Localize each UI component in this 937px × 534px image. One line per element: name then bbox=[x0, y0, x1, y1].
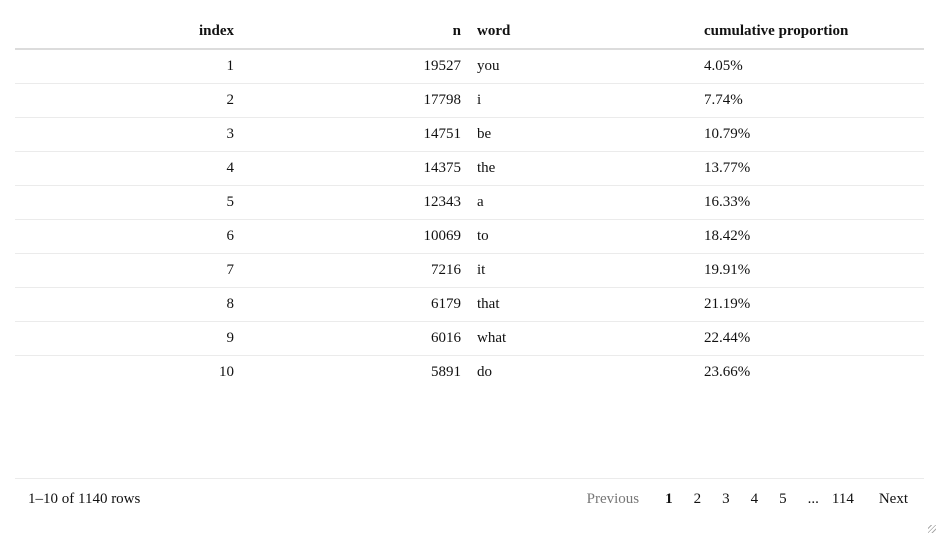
cell-n: 6179 bbox=[242, 287, 461, 322]
cell-n: 7216 bbox=[242, 253, 461, 288]
table-row: 1 19527 you 4.05% bbox=[15, 49, 924, 84]
cell-word: a bbox=[477, 185, 704, 220]
column-header-n[interactable]: n bbox=[242, 14, 461, 50]
cell-index: 9 bbox=[15, 321, 234, 356]
pagination: Previous 1 2 3 4 5 ... 114 Next bbox=[587, 491, 908, 508]
cell-n: 14375 bbox=[242, 151, 461, 186]
cell-cumulative-proportion: 7.74% bbox=[704, 83, 924, 118]
table-row: 2 17798 i 7.74% bbox=[15, 83, 924, 118]
data-table-container: index n word cumulative proportion 1 1952… bbox=[15, 14, 924, 389]
cell-index: 8 bbox=[15, 287, 234, 322]
cell-n: 19527 bbox=[242, 49, 461, 84]
table-row: 8 6179 that 21.19% bbox=[15, 287, 924, 322]
cell-word: you bbox=[477, 49, 704, 84]
cell-word: be bbox=[477, 117, 704, 152]
cell-word: to bbox=[477, 219, 704, 254]
cell-index: 4 bbox=[15, 151, 234, 186]
column-header-cumulative-proportion[interactable]: cumulative proportion bbox=[704, 14, 924, 50]
cell-index: 1 bbox=[15, 49, 234, 84]
table-row: 10 5891 do 23.66% bbox=[15, 356, 924, 390]
page-4-button[interactable]: 4 bbox=[750, 491, 759, 507]
table-row: 6 10069 to 18.42% bbox=[15, 219, 924, 254]
cell-cumulative-proportion: 18.42% bbox=[704, 219, 924, 254]
previous-page-button[interactable]: Previous bbox=[586, 491, 640, 507]
table-header-row: index n word cumulative proportion bbox=[15, 14, 924, 50]
cell-n: 6016 bbox=[242, 321, 461, 356]
cell-n: 17798 bbox=[242, 83, 461, 118]
cell-word: what bbox=[477, 321, 704, 356]
last-page-button[interactable]: 114 bbox=[831, 491, 854, 507]
table-row: 9 6016 what 22.44% bbox=[15, 321, 924, 356]
table-row: 5 12343 a 16.33% bbox=[15, 185, 924, 220]
cell-index: 6 bbox=[15, 219, 234, 254]
resize-handle-icon[interactable] bbox=[928, 525, 936, 533]
table-body: 1 19527 you 4.05% 2 17798 i 7.74% 3 14751 be 10.79%… bbox=[15, 49, 924, 389]
cell-cumulative-proportion: 10.79% bbox=[704, 117, 924, 152]
cell-word: do bbox=[477, 364, 492, 380]
table-row: 3 14751 be 10.79% bbox=[15, 117, 924, 152]
page-3-button[interactable]: 3 bbox=[722, 491, 730, 507]
cell-cumulative-proportion: 16.33% bbox=[704, 185, 924, 220]
cell-cumulative-proportion: 22.44% bbox=[704, 321, 924, 356]
page-1-button[interactable]: 1 bbox=[665, 491, 673, 507]
cell-n: 12343 bbox=[242, 185, 461, 220]
table-row: 4 14375 the 13.77% bbox=[15, 151, 924, 186]
pagination-ellipsis: ... bbox=[807, 491, 819, 507]
cell-cumulative-proportion: 4.05% bbox=[704, 49, 924, 84]
row-count-info: 1–10 of 1140 rows bbox=[28, 491, 141, 507]
cell-word: it bbox=[477, 253, 704, 288]
cell-n: 10069 bbox=[242, 219, 461, 254]
cell-n: 5891 bbox=[431, 364, 461, 380]
page-2-button[interactable]: 2 bbox=[693, 491, 702, 507]
cell-word: i bbox=[477, 83, 704, 118]
next-page-button[interactable]: Next bbox=[878, 491, 908, 507]
cell-n: 14751 bbox=[242, 117, 461, 152]
column-header-index[interactable]: index bbox=[15, 14, 234, 50]
cell-index: 3 bbox=[15, 117, 234, 152]
cell-word: the bbox=[477, 151, 704, 186]
cell-cumulative-proportion: 19.91% bbox=[704, 253, 924, 288]
cell-index: 7 bbox=[15, 253, 234, 288]
data-table: index n word cumulative proportion 1 1952… bbox=[15, 14, 924, 389]
cell-index: 5 bbox=[15, 185, 234, 220]
cell-index: 10 bbox=[219, 364, 234, 380]
cell-word: that bbox=[477, 287, 704, 322]
cell-cumulative-proportion: 13.77% bbox=[704, 151, 924, 186]
cell-cumulative-proportion: 21.19% bbox=[704, 287, 924, 322]
table-footer: 1–10 of 1140 rows Previous 1 2 3 4 5 ...… bbox=[15, 478, 924, 523]
page-5-button[interactable]: 5 bbox=[779, 491, 787, 507]
column-header-word[interactable]: word bbox=[477, 14, 704, 50]
table-row: 7 7216 it 19.91% bbox=[15, 253, 924, 288]
cell-cumulative-proportion: 23.66% bbox=[704, 364, 751, 380]
cell-index: 2 bbox=[15, 83, 234, 118]
